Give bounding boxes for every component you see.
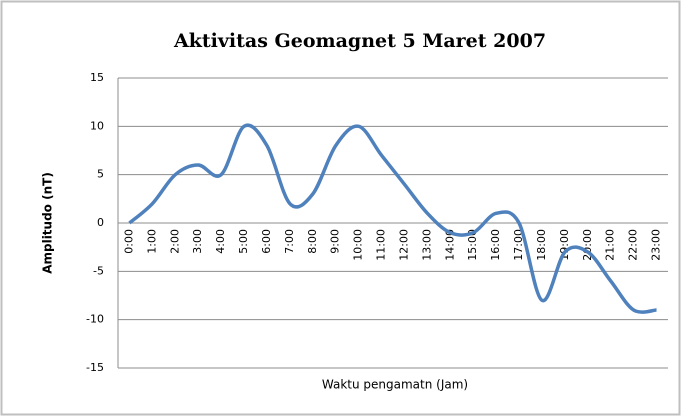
y-tick-label: 15 [90, 71, 104, 84]
y-tick-label: 5 [97, 168, 104, 181]
x-tick-label: 4:00 [214, 229, 227, 254]
y-axis-label: Amplitudo (nT) [41, 172, 55, 274]
x-tick-label: 5:00 [237, 229, 250, 254]
chart-title: Aktivitas Geomagnet 5 Maret 2007 [173, 30, 546, 52]
x-tick-label: 18:00 [535, 229, 548, 261]
y-tick-label: -10 [86, 313, 104, 326]
x-tick-label: 9:00 [329, 229, 342, 254]
y-tick-label: -5 [93, 264, 104, 277]
x-axis-label: Waktu pengamatn (Jam) [322, 378, 468, 392]
x-tick-label: 1:00 [145, 229, 158, 254]
x-tick-label: 6:00 [260, 229, 273, 254]
x-tick-label: 16:00 [489, 229, 502, 261]
x-tick-label: 8:00 [306, 229, 319, 254]
x-tick-label: 10:00 [352, 229, 365, 261]
x-tick-label: 11:00 [375, 229, 388, 261]
y-tick-label: 0 [97, 216, 104, 229]
x-tick-label: 7:00 [283, 229, 296, 254]
x-tick-label: 3:00 [191, 229, 204, 254]
y-tick-label: 10 [90, 119, 104, 132]
x-tick-label: 12:00 [397, 229, 410, 261]
x-tick-label: 15:00 [466, 229, 479, 261]
x-tick-label: 22:00 [627, 229, 640, 261]
x-tick-label: 23:00 [650, 229, 663, 261]
x-tick-label: 19:00 [558, 229, 571, 261]
y-tick-label: -15 [86, 361, 104, 374]
x-tick-label: 14:00 [443, 229, 456, 261]
x-tick-label: 13:00 [420, 229, 433, 261]
x-tick-label: 0:00 [122, 229, 135, 254]
data-line [128, 123, 657, 314]
x-tick-label: 2:00 [168, 229, 181, 254]
x-tick-label: 17:00 [512, 229, 525, 261]
x-tick-label: 21:00 [604, 229, 617, 261]
